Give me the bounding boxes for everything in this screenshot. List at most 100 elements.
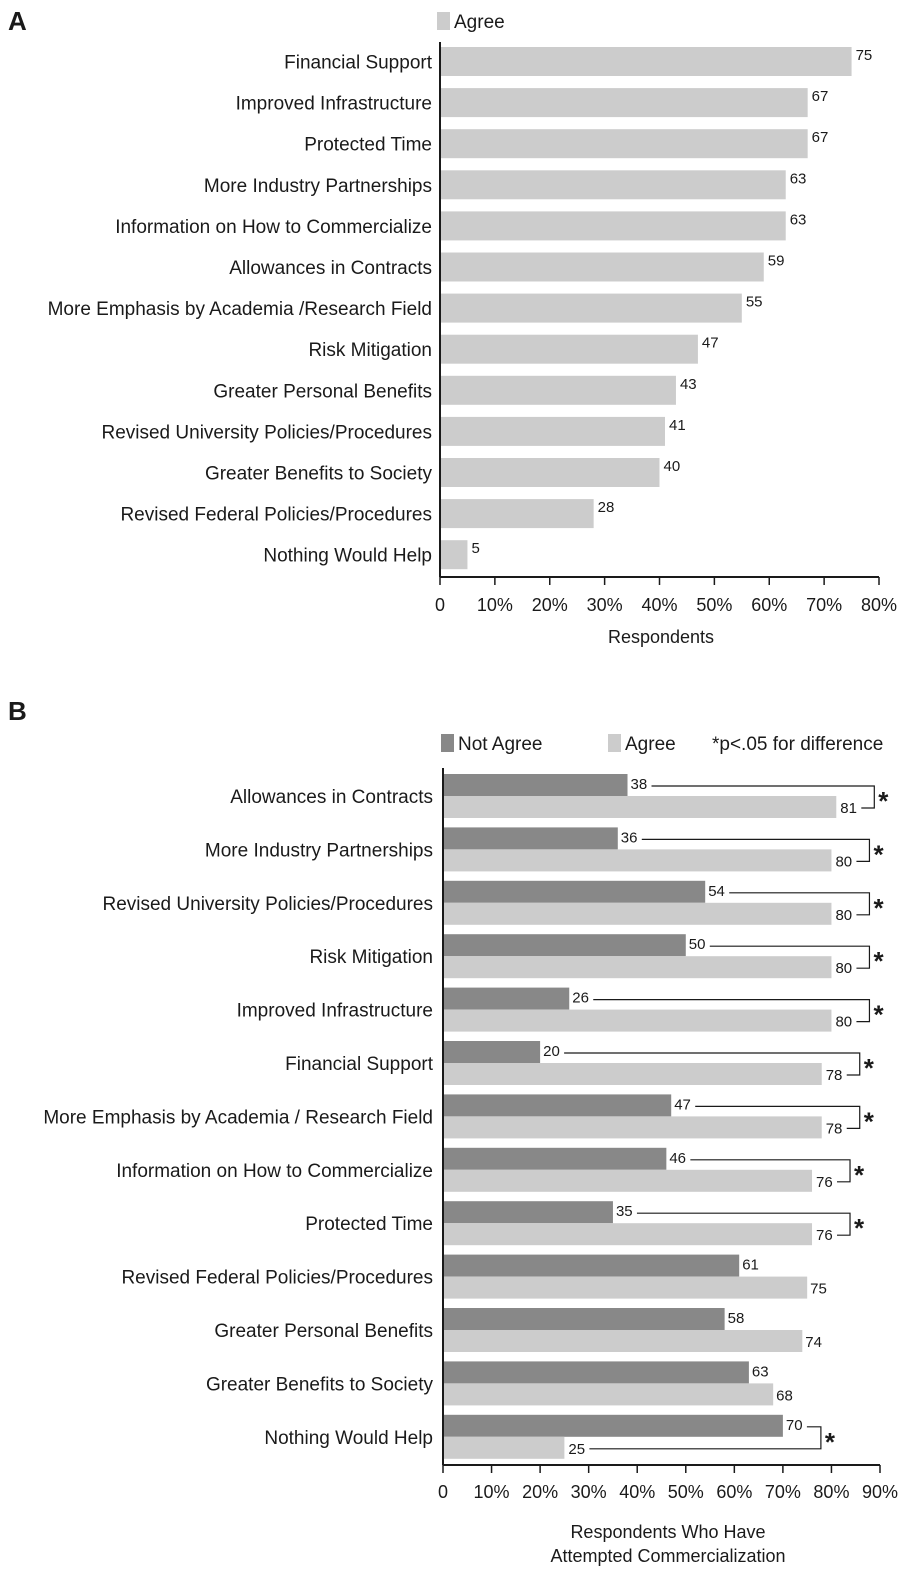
panel-a-value-allowances-in-contracts: 59 [768,253,785,270]
panel-b-value-not-agree-nothing-would-help: 70 [786,1417,803,1434]
panel-a-category-improved-infrastructure: Improved Infrastructure [236,94,432,115]
panel-b-bar-agree-nothing-would-help [443,1436,565,1459]
panel-b-value-agree-more-industry-partnerships: 80 [835,853,852,870]
panel-b-category-nothing-would-help: Nothing Would Help [264,1428,433,1449]
panel-a-tick-label-40: 40% [641,595,677,615]
panel-b-significance-star-information-on-how-to-commercialize: * [854,1160,865,1190]
panel-b-bar-not-agree-financial-support [443,1041,541,1063]
panel-b-value-agree-greater-personal-benefits: 74 [805,1334,822,1351]
panel-b-value-agree-nothing-would-help: 25 [568,1441,585,1458]
panel-a-value-nothing-would-help: 5 [471,540,479,557]
panel-b-tick-label-80: 80% [813,1482,849,1502]
panel-b-value-agree-greater-benefits-to-society: 68 [776,1387,793,1404]
panel-a-value-more-emphasis-by-academia-research-field: 55 [746,294,763,311]
panel-b-significance-bracket-more-industry-partnerships [641,838,871,862]
panel-b-significance-star-more-industry-partnerships: * [873,839,884,869]
panel-b-category-more-industry-partnerships: More Industry Partnerships [205,840,433,861]
panel-a-value-protected-time: 67 [812,129,829,146]
panel-a-value-improved-infrastructure: 67 [812,88,829,105]
panel-b-tick-label-40: 40% [619,1482,655,1502]
panel-b-significance-star-risk-mitigation: * [873,946,884,976]
panel-b-value-not-agree-risk-mitigation: 50 [689,936,706,953]
panel-a-tick-label-0: 0 [435,595,445,615]
panel-a-bar-financial-support [440,47,852,76]
panel-a-tick-label-50: 50% [696,595,732,615]
panel-a-category-nothing-would-help: Nothing Would Help [263,546,432,567]
panel-a-bar-improved-infrastructure [440,88,808,118]
panel-b-bar-agree-allowances-in-contracts [443,796,837,818]
panel-b-bar-not-agree-risk-mitigation [443,934,686,957]
panel-b-tick-label-90: 90% [862,1482,898,1502]
panel-a-tick-label-70: 70% [806,595,842,615]
panel-a-bar-allowances-in-contracts [440,252,764,282]
panel-b-bar-agree-risk-mitigation [443,956,832,979]
panel-a-bar-revised-university-policies-procedures [440,416,665,446]
panel-b-legend-swatch-not-agree [441,734,454,752]
panel-b-bar-not-agree-improved-infrastructure [443,987,570,1010]
panel-b-value-agree-improved-infrastructure: 80 [835,1014,852,1031]
panel-b-bar-not-agree-nothing-would-help [443,1414,783,1437]
panel-b-bar-agree-more-industry-partnerships [443,849,832,872]
panel-b-value-not-agree-greater-personal-benefits: 58 [728,1310,745,1327]
panel-b-bar-agree-revised-federal-policies-procedures [443,1276,808,1299]
panel-b-significance-bracket-improved-infrastructure [593,999,871,1023]
panel-a-legend-agree: Agree [454,12,505,33]
panel-a-value-risk-mitigation: 47 [702,335,719,352]
panel-a-label: A [8,6,27,36]
panel-b-tick-label-30: 30% [571,1482,607,1502]
panel-a-legend-swatch-agree [437,12,450,30]
panel-b-value-not-agree-revised-federal-policies-procedures: 61 [742,1257,759,1274]
panel-b-category-allowances-in-contracts: Allowances in Contracts [230,787,433,808]
panel-b-value-not-agree-more-industry-partnerships: 36 [621,829,638,846]
panel-a-x-axis-title: Respondents [608,627,714,647]
panel-b-significance-star-improved-infrastructure: * [873,1000,884,1030]
panel-a-category-more-industry-partnerships: More Industry Partnerships [204,176,432,197]
panel-a-bar-greater-personal-benefits [440,375,676,405]
panel-b-value-not-agree-revised-university-policies-procedures: 54 [708,883,725,900]
panel-b-significance-star-financial-support: * [864,1053,875,1083]
panel-b-bar-not-agree-allowances-in-contracts [443,774,628,796]
panel-a-value-revised-federal-policies-procedures: 28 [598,499,615,516]
panel-a-value-information-on-how-to-commercialize: 63 [790,211,807,228]
panel-a-category-protected-time: Protected Time [304,135,432,156]
panel-a-category-risk-mitigation: Risk Mitigation [308,340,432,361]
panel-b-significance-bracket-information-on-how-to-commercialize [690,1159,851,1183]
panel-b-value-agree-revised-federal-policies-procedures: 75 [810,1281,827,1298]
panel-b-significance-note: *p<.05 for difference [712,734,883,755]
panel-a-bar-risk-mitigation [440,334,698,364]
panel-a-bar-revised-federal-policies-procedures [440,499,594,529]
panel-a-category-revised-federal-policies-procedures: Revised Federal Policies/Procedures [120,505,432,526]
panel-b-significance-bracket-more-emphasis-by-academia-research-field [695,1105,861,1129]
panel-a-bar-more-emphasis-by-academia-research-field [440,293,742,323]
panel-a-value-financial-support: 75 [856,47,873,64]
panel-b-significance-star-nothing-would-help: * [825,1427,836,1457]
panel-b-value-agree-revised-university-policies-procedures: 80 [835,907,852,924]
panel-a-bar-greater-benefits-to-society [440,458,660,487]
panel-b-significance-bracket-nothing-would-help [589,1426,822,1450]
panel-b-bar-not-agree-protected-time [443,1201,613,1224]
panel-b-category-greater-benefits-to-society: Greater Benefits to Society [206,1374,434,1395]
panel-b-value-agree-information-on-how-to-commercialize: 76 [816,1174,833,1191]
panel-a-value-more-industry-partnerships: 63 [790,170,807,187]
panel-b-tick-label-70: 70% [765,1482,801,1502]
panel-a-value-revised-university-policies-procedures: 41 [669,417,686,434]
panel-b-chart: B Not Agree Agree *p<.05 for difference … [8,696,898,1566]
panel-a-tick-label-10: 10% [477,595,513,615]
panel-b-tick-label-10: 10% [474,1482,510,1502]
panel-b-category-more-emphasis-by-academia-research-field: More Emphasis by Academia / Research Fie… [43,1107,433,1128]
panel-b-tick-label-0: 0 [438,1482,448,1502]
panel-b-bar-agree-greater-benefits-to-society [443,1383,774,1406]
panel-a-category-allowances-in-contracts: Allowances in Contracts [229,258,432,279]
panel-b-significance-bracket-revised-university-policies-procedures [729,892,871,916]
panel-a-value-greater-personal-benefits: 43 [680,376,697,393]
panel-a-category-greater-benefits-to-society: Greater Benefits to Society [205,464,433,485]
panel-b-category-improved-infrastructure: Improved Infrastructure [237,1001,433,1022]
panel-b-bar-not-agree-revised-university-policies-procedures [443,880,706,903]
panel-b-value-not-agree-financial-support: 20 [543,1043,560,1060]
panel-b-value-agree-financial-support: 78 [826,1067,843,1084]
panel-b-value-not-agree-greater-benefits-to-society: 63 [752,1363,769,1380]
panel-b-category-risk-mitigation: Risk Mitigation [309,947,433,968]
panel-a-bar-protected-time [440,129,808,159]
panel-b-value-agree-risk-mitigation: 80 [835,960,852,977]
panel-b-value-not-agree-improved-infrastructure: 26 [572,990,589,1007]
